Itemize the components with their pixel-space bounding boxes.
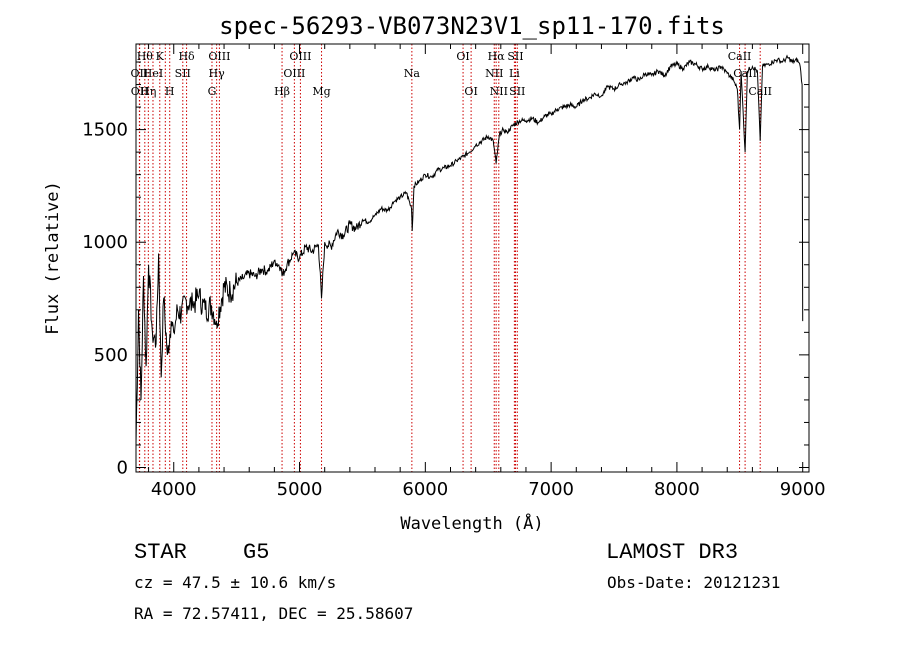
spectral-line-label: OI <box>464 85 477 98</box>
y-tick-label: 1000 <box>82 232 128 253</box>
chart-title: spec-56293-VB073N23V1_sp11-170.fits <box>219 12 725 40</box>
spectral-line-label: CaII <box>748 85 772 98</box>
spectral-line-label: OIII <box>283 67 305 80</box>
spectral-line-label: Na <box>404 67 421 80</box>
x-tick-label: 4000 <box>151 479 197 500</box>
y-axis-label: Flux (relative) <box>43 181 63 335</box>
plot-frame <box>135 43 810 473</box>
spectral-line-label: SII <box>175 67 191 80</box>
spectral-line-label: Hδ <box>178 50 195 63</box>
x-axis-label: Wavelength (Å) <box>400 512 543 534</box>
spectral-line-label: OI <box>456 50 469 63</box>
x-tick-label: 6000 <box>402 479 448 500</box>
redshift-readout: cz = 47.5 ± 10.6 km/s <box>134 573 337 592</box>
spectral-line-label: OIII <box>289 50 311 63</box>
spectral-line-label: Hγ <box>209 67 226 80</box>
spectral-line-label: Hβ <box>274 85 290 98</box>
spectral-line-label: OII <box>131 85 149 98</box>
spectral-line-label: G <box>208 85 217 98</box>
x-tick-label: 8000 <box>654 479 700 500</box>
spectral-line-markers <box>138 44 761 472</box>
y-tick-label: 0 <box>117 457 128 478</box>
x-tick-label: 5000 <box>277 479 323 500</box>
x-axis-ticks: 4000 5000 6000 7000 8000 9000 <box>148 44 826 500</box>
survey-release: LAMOST DR3 <box>606 540 739 565</box>
spectral-line-label: CaII <box>728 50 752 63</box>
spectral-line-label: H <box>165 85 175 98</box>
obs-date: Obs-Date: 20121231 <box>607 573 781 592</box>
spectral-subclass: G5 <box>243 540 270 565</box>
spectral-line-label: Mg <box>312 85 330 98</box>
y-tick-label: 500 <box>94 345 128 366</box>
spectrum-series <box>135 54 804 446</box>
spectral-line-label: Hα <box>488 50 506 63</box>
spectral-line-label: OIII <box>208 50 230 63</box>
spectral-line-label: OII <box>131 67 149 80</box>
y-tick-label: 1500 <box>82 120 128 141</box>
spectral-line-label: Li <box>509 67 520 80</box>
spectral-line-label: NII <box>485 67 503 80</box>
spectrum-line <box>135 54 804 446</box>
spectral-line-label: SII <box>509 85 525 98</box>
spectral-line-label: NII <box>490 85 508 98</box>
x-tick-label: 9000 <box>780 479 826 500</box>
spectral-line-label: Hη <box>140 85 156 98</box>
spectral-line-labels: OIIOIIHθHηHeIKHSIIHδGHγOIIIHβOIIIOIIIMgN… <box>131 50 772 98</box>
spectral-line-label: Hθ <box>137 50 154 63</box>
spectral-line-label: HeI <box>143 67 163 80</box>
spectral-line-label: SII <box>507 50 523 63</box>
x-tick-label: 7000 <box>528 479 574 500</box>
y-axis-ticks: 0 500 1000 1500 <box>82 61 809 478</box>
spectral-line-label: K <box>156 50 165 63</box>
object-class: STAR <box>134 540 187 565</box>
coordinates: RA = 72.57411, DEC = 25.58607 <box>134 604 414 623</box>
